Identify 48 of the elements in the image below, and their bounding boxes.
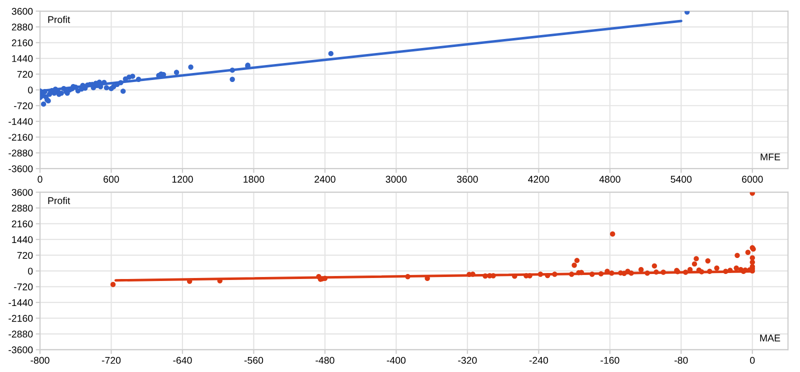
- x-tick-label: 5400: [670, 176, 692, 183]
- x-tick-label: -400: [386, 356, 406, 364]
- x-tick-label: -720: [102, 356, 121, 364]
- y-tick-label: 2880: [12, 204, 33, 212]
- y-axis-title: Profit: [48, 196, 70, 204]
- y-tick-label: -2880: [8, 330, 33, 338]
- y-tick-label: -720: [14, 102, 33, 110]
- y-tick-label: -2160: [8, 134, 33, 141]
- x-tick-label: 1800: [244, 176, 264, 183]
- x-tick-label: 600: [104, 176, 119, 183]
- x-tick-label: -800: [30, 356, 50, 364]
- x-tick-label: 0: [38, 176, 42, 183]
- y-tick-label: -1440: [8, 299, 33, 306]
- x-axis-title: MFE: [760, 154, 780, 160]
- x-tick-label: 0: [750, 356, 755, 364]
- y-tick-label: 2880: [12, 24, 33, 31]
- y-tick-label: 1440: [12, 236, 33, 244]
- x-tick-label: 1200: [172, 176, 193, 183]
- y-tick-label: -3600: [8, 165, 33, 172]
- x-tick-label: -640: [173, 356, 192, 364]
- y-tick-label: 720: [17, 252, 33, 259]
- x-tick-label: -320: [458, 356, 477, 364]
- x-tick-label: 3600: [456, 176, 478, 183]
- y-tick-label: -2160: [8, 314, 33, 322]
- x-tick-label: -480: [316, 356, 334, 364]
- x-tick-label: -240: [529, 356, 548, 364]
- y-tick-label: 0: [28, 86, 33, 94]
- x-tick-label: 6000: [742, 176, 763, 183]
- y-tick-label: -1440: [8, 118, 33, 125]
- y-tick-label: 2160: [12, 39, 33, 46]
- y-tick-label: 2160: [12, 220, 33, 228]
- x-axis-title: MAE: [760, 334, 780, 342]
- x-tick-label: -160: [600, 356, 620, 364]
- x-tick-label: -560: [244, 356, 264, 364]
- y-tick-label: 0: [28, 268, 33, 275]
- x-tick-label: -80: [674, 356, 688, 364]
- y-tick-label: 1440: [12, 55, 33, 62]
- y-tick-label: 3600: [12, 188, 33, 196]
- x-tick-label: 2400: [314, 176, 336, 183]
- x-tick-label: 3000: [386, 176, 407, 183]
- y-tick-label: -2880: [8, 150, 33, 156]
- y-tick-label: 3600: [12, 8, 33, 15]
- y-tick-label: -720: [14, 283, 33, 290]
- y-tick-label: 720: [17, 70, 33, 78]
- x-tick-label: 4800: [599, 176, 620, 183]
- x-tick-label: 4200: [528, 176, 550, 183]
- y-tick-label: -3600: [8, 346, 33, 354]
- y-axis-title: Profit: [48, 16, 70, 24]
